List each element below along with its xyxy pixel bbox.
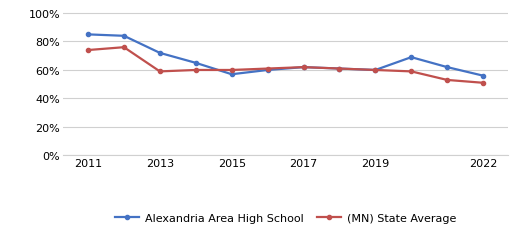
(MN) State Average [480, 82, 486, 85]
(MN) State Average [444, 79, 450, 82]
Alexandria Area High School [228, 74, 235, 76]
(MN) State Average [300, 66, 307, 69]
(MN) State Average [157, 71, 163, 74]
(MN) State Average [121, 47, 127, 49]
Alexandria Area High School [300, 66, 307, 69]
Alexandria Area High School [121, 35, 127, 38]
(MN) State Average [408, 71, 414, 74]
(MN) State Average [372, 69, 378, 72]
(MN) State Average [85, 49, 91, 52]
Alexandria Area High School [480, 75, 486, 78]
Alexandria Area High School [265, 69, 271, 72]
Alexandria Area High School [85, 34, 91, 37]
Line: (MN) State Average: (MN) State Average [86, 46, 485, 85]
Alexandria Area High School [157, 52, 163, 55]
Alexandria Area High School [193, 62, 199, 65]
(MN) State Average [228, 69, 235, 72]
Line: Alexandria Area High School: Alexandria Area High School [86, 33, 485, 78]
(MN) State Average [265, 68, 271, 71]
Legend: Alexandria Area High School, (MN) State Average: Alexandria Area High School, (MN) State … [111, 209, 461, 228]
(MN) State Average [193, 69, 199, 72]
Alexandria Area High School [372, 69, 378, 72]
Alexandria Area High School [408, 57, 414, 59]
Alexandria Area High School [336, 68, 343, 71]
(MN) State Average [336, 68, 343, 71]
Alexandria Area High School [444, 66, 450, 69]
